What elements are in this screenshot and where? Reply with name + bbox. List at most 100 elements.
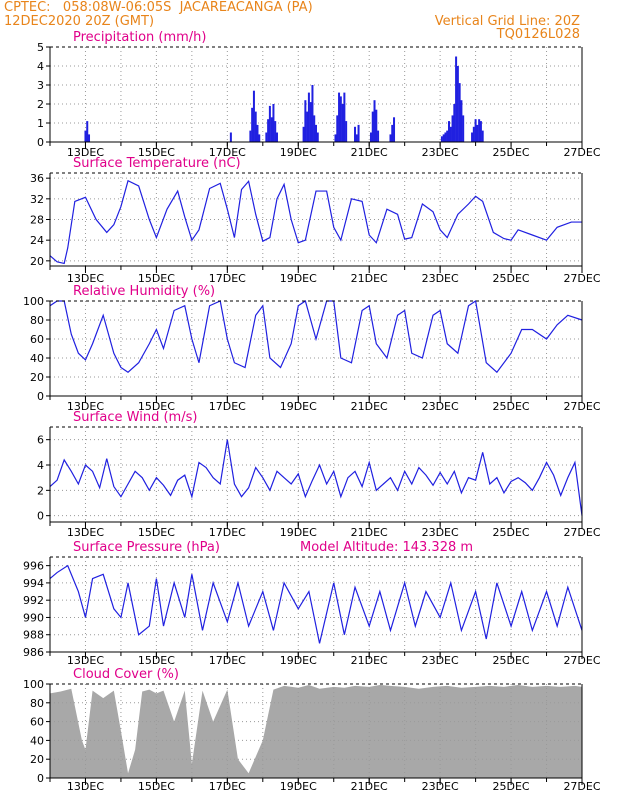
precip-bar <box>304 100 307 142</box>
x-tick-label: 19DEC <box>280 146 317 159</box>
precip-bar <box>471 132 474 142</box>
x-tick-label: 15DEC <box>138 146 175 159</box>
precip-bar <box>229 132 232 142</box>
precip-bar <box>391 124 394 142</box>
x-tick-label: 17DEC <box>209 272 246 285</box>
header-grid-note: Vertical Grid Line: 20Z <box>434 14 580 29</box>
x-tick-label: 17DEC <box>209 146 246 159</box>
x-tick-label: 13DEC <box>67 146 104 159</box>
x-tick-label: 19DEC <box>280 654 317 667</box>
precip-bar <box>258 134 261 142</box>
precip-bar <box>357 124 360 142</box>
y-tick-label: 40 <box>30 352 44 365</box>
precip-bar <box>86 121 89 142</box>
precip-bar <box>371 111 374 142</box>
panel-pressure: 13DEC 15DEC 17DEC 19DEC 21DEC 23DEC 25DEC 27DEC… <box>23 540 601 667</box>
x-tick-label: 25DEC <box>493 272 530 285</box>
y-tick-label: 40 <box>30 734 44 747</box>
precip-bar <box>270 117 273 142</box>
precip-bar <box>354 126 357 142</box>
cloud-cover-area <box>50 684 582 778</box>
x-tick-label: 23DEC <box>422 272 459 285</box>
y-tick-label: 2 <box>37 484 44 497</box>
precip-bar <box>88 134 91 142</box>
y-tick-label: 6 <box>37 434 44 447</box>
precip-bar <box>313 115 316 142</box>
precip-bar <box>462 115 465 142</box>
panel-cloud: 13DEC 15DEC 17DEC 19DEC 21DEC 23DEC 25DEC 27DEC… <box>23 667 601 793</box>
precip-bar <box>449 126 452 142</box>
precip-bar <box>448 121 450 142</box>
x-tick-label: 15DEC <box>138 400 175 413</box>
y-tick-label: 36 <box>30 172 44 185</box>
x-tick-label: 13DEC <box>67 272 104 285</box>
wind-line <box>49 439 583 516</box>
x-tick-label: 19DEC <box>280 272 317 285</box>
model-altitude-note: Model Altitude: 143.328 m <box>300 540 473 555</box>
precip-bar <box>373 100 376 142</box>
x-tick-label: 17DEC <box>209 654 246 667</box>
x-tick-label: 27DEC <box>563 272 600 285</box>
precip-bar <box>341 104 344 142</box>
precip-bar <box>306 111 309 142</box>
y-tick-label: 0 <box>37 390 44 403</box>
x-tick-label: 21DEC <box>351 526 388 539</box>
x-tick-label: 21DEC <box>351 780 388 793</box>
precip-bar <box>478 119 481 142</box>
header-code: TQ0126L028 <box>496 27 580 42</box>
precip-bar <box>451 115 454 142</box>
y-tick-label: 24 <box>30 234 44 247</box>
humidity-line <box>49 299 583 374</box>
precip-bar <box>458 83 461 142</box>
y-tick-label: 3 <box>37 79 44 92</box>
x-tick-label: 19DEC <box>280 526 317 539</box>
precip-bar <box>440 136 443 142</box>
panel-temperature: 13DEC 15DEC 17DEC 19DEC 21DEC 23DEC 25DEC 27DEC… <box>30 156 601 285</box>
precip-bar <box>472 126 475 142</box>
precip-bar <box>369 132 372 142</box>
precip-bar <box>442 134 445 142</box>
panel-title: Surface Temperature (nC) <box>73 156 241 171</box>
precip-bar <box>393 117 396 142</box>
y-tick-label: 32 <box>30 193 44 206</box>
precip-bar <box>456 66 459 142</box>
precip-bar <box>476 124 479 142</box>
x-tick-label: 21DEC <box>351 400 388 413</box>
precip-bar <box>336 115 339 142</box>
precip-bar <box>249 130 252 142</box>
precip-bar <box>444 132 447 142</box>
y-tick-label: 996 <box>23 560 44 573</box>
y-tick-label: 100 <box>23 295 44 308</box>
panel-wind: 13DEC 15DEC 17DEC 19DEC 21DEC 23DEC 25DEC 27DEC… <box>37 410 601 539</box>
x-tick-label: 17DEC <box>209 526 246 539</box>
precip-bar <box>460 100 463 142</box>
x-tick-label: 13DEC <box>67 780 104 793</box>
precip-bar <box>481 130 484 142</box>
precip-bar <box>453 104 456 142</box>
pressure-line <box>49 564 583 644</box>
precip-bar <box>302 126 305 142</box>
x-tick-label: 19DEC <box>280 780 317 793</box>
precip-bar <box>309 102 312 142</box>
y-tick-label: 20 <box>30 753 44 766</box>
precip-bar <box>272 104 275 142</box>
y-tick-label: 992 <box>23 594 44 607</box>
y-tick-label: 988 <box>23 629 44 642</box>
y-tick-label: 2 <box>37 98 44 111</box>
precip-bar <box>479 121 482 142</box>
y-tick-label: 20 <box>30 255 44 268</box>
precip-bar <box>251 107 254 142</box>
x-tick-label: 17DEC <box>209 400 246 413</box>
panel-title: Surface Wind (m/s) <box>73 410 197 425</box>
y-tick-label: 80 <box>30 314 44 327</box>
x-tick-label: 27DEC <box>563 400 600 413</box>
x-tick-label: 27DEC <box>563 780 600 793</box>
x-tick-label: 15DEC <box>138 526 175 539</box>
x-tick-label: 25DEC <box>493 526 530 539</box>
precip-bar <box>275 132 278 142</box>
header-station-line: CPTEC: 058:08W-06:05S JACAREACANGA (PA) <box>4 0 313 15</box>
x-tick-label: 13DEC <box>67 400 104 413</box>
precip-bar <box>316 132 319 142</box>
panel-title: Precipitation (mm/h) <box>73 30 206 45</box>
precip-bar <box>355 134 358 142</box>
